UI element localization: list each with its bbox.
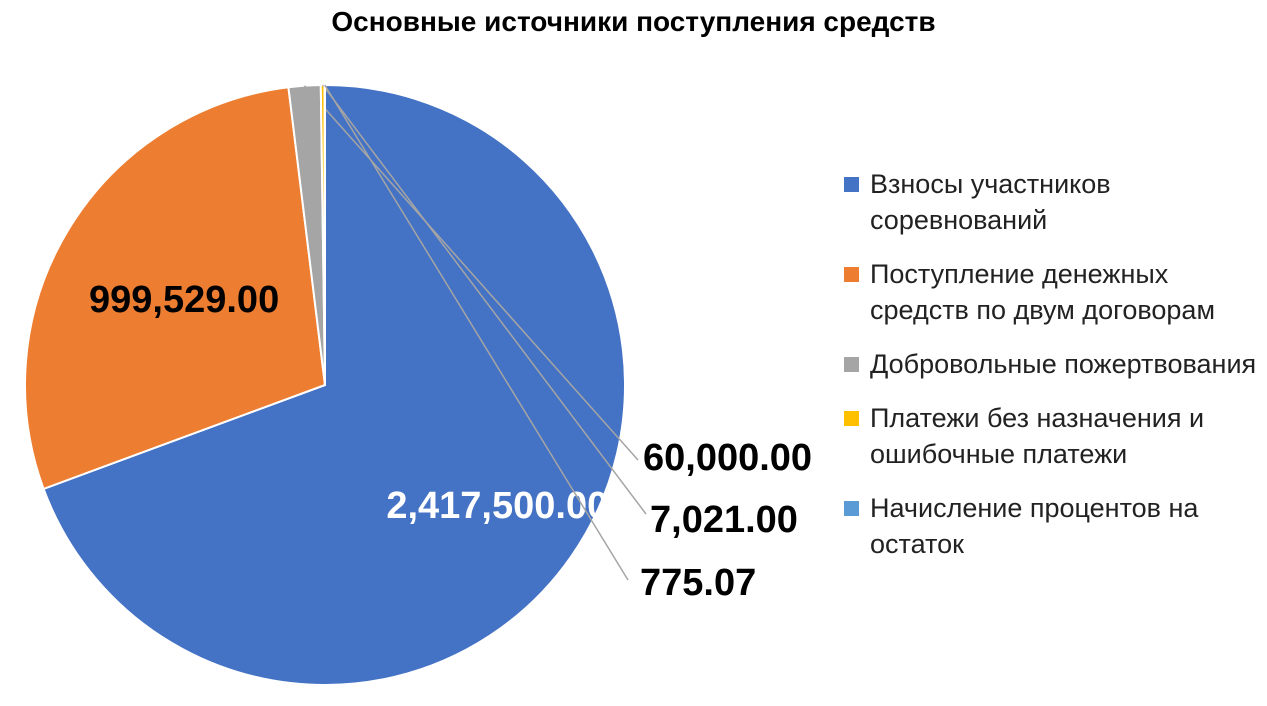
legend-label-4: Платежи без назначения и ошибочные плате… [870, 403, 1205, 469]
legend-label-1: Взносы участников соревнований [870, 169, 1111, 235]
leader-line-3 [304, 85, 639, 461]
data-label-5: 775.07 [640, 562, 756, 604]
legend-item-3: Добровольные пожертвования [842, 346, 1262, 382]
data-label-3: 60,000.00 [643, 437, 812, 479]
legend: Взносы участников соревнований Поступлени… [842, 166, 1262, 580]
legend-item-5: Начисление процентов на остаток [842, 490, 1262, 562]
data-label-2: 999,529.00 [89, 279, 279, 321]
data-label-1: 2,417,500.00 [386, 485, 608, 527]
leader-line-4 [322, 84, 647, 515]
legend-item-4: Платежи без назначения и ошибочные плате… [842, 400, 1262, 472]
leader-line-5 [324, 84, 629, 581]
legend-swatch-2 [844, 267, 859, 282]
pie-slice-1 [42, 83, 626, 686]
chart-title: Основные источники поступления средств [331, 6, 936, 37]
legend-swatch-5 [844, 501, 859, 516]
legend-item-2: Поступление денежных средств по двум дог… [842, 256, 1262, 328]
legend-item-1: Взносы участников соревнований [842, 166, 1262, 238]
data-label-4: 7,021.00 [650, 499, 798, 541]
legend-swatch-1 [844, 177, 859, 192]
legend-label-5: Начисление процентов на остаток [870, 493, 1199, 559]
legend-swatch-3 [844, 357, 859, 372]
legend-label-2: Поступление денежных средств по двум дог… [870, 259, 1216, 325]
legend-swatch-4 [844, 411, 859, 426]
legend-label-3: Добровольные пожертвования [870, 349, 1257, 379]
pie-slice-2 [24, 86, 327, 491]
